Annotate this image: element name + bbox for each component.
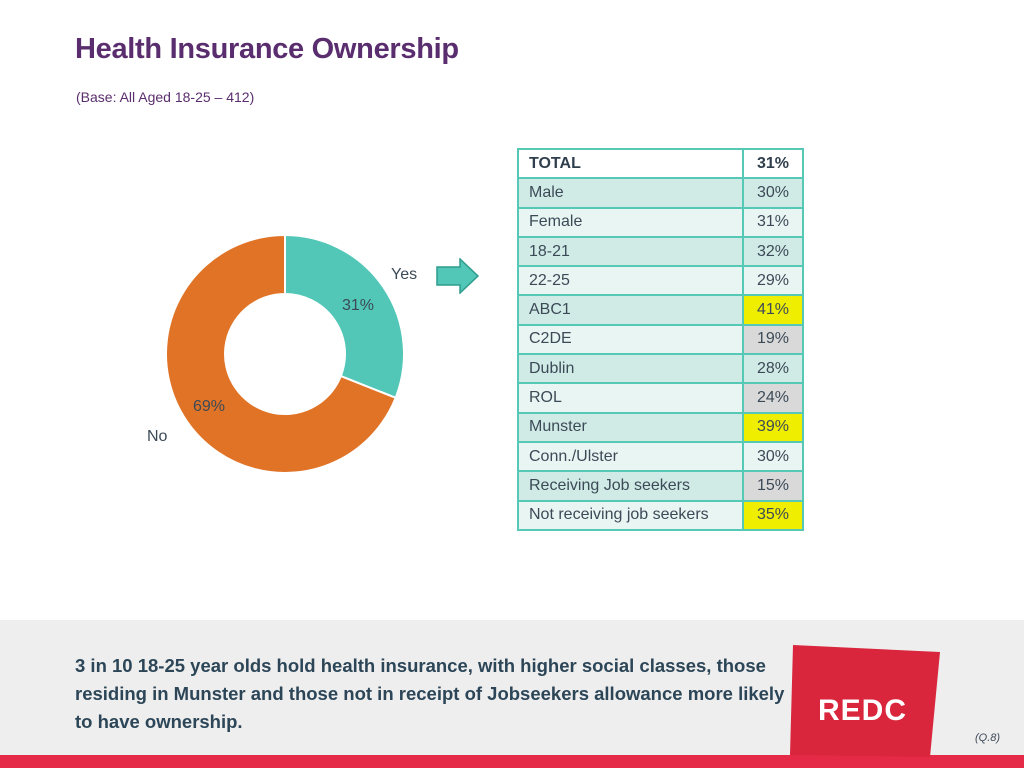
row-label: ROL (517, 382, 744, 414)
question-reference: (Q.8) (975, 732, 1001, 744)
row-label: Female (517, 206, 744, 238)
donut-chart: Yes No 31% 69% (147, 233, 417, 474)
row-value: 31% (742, 206, 804, 238)
table-row: Dublin 28% (517, 353, 804, 385)
donut-slice-yes (284, 233, 405, 400)
row-label: Not receiving job seekers (517, 499, 744, 531)
donut-slice-no (165, 233, 397, 474)
category-label-yes: Yes (391, 266, 417, 283)
table-row: Female 31% (517, 206, 804, 238)
table-row: 22-25 29% (517, 265, 804, 297)
row-value: 30% (742, 177, 804, 209)
row-value: 39% (742, 411, 804, 443)
row-value: 30% (742, 440, 804, 473)
donut-slices (165, 233, 405, 474)
row-value: 15% (742, 470, 804, 502)
row-label: Receiving Job seekers (517, 470, 744, 502)
row-label: Conn./Ulster (517, 440, 744, 473)
value-label-yes: 31% (342, 297, 374, 314)
row-label: ABC1 (517, 294, 744, 326)
row-value: 29% (742, 265, 804, 297)
category-label-no: No (147, 428, 168, 445)
table-row: Munster 39% (517, 411, 804, 443)
row-label: Munster (517, 411, 744, 443)
table-row: ABC1 41% (517, 294, 804, 326)
row-label: 18-21 (517, 235, 744, 268)
row-value: 32% (742, 235, 804, 268)
arrow-right-icon (436, 258, 480, 294)
row-label: 22-25 (517, 265, 744, 297)
logo-text: REDC (818, 694, 907, 727)
table-row: Not receiving job seekers 35% (517, 499, 804, 531)
row-value: 24% (742, 382, 804, 414)
table-row: 18-21 32% (517, 235, 804, 268)
row-value: 28% (742, 353, 804, 385)
value-label-no: 69% (193, 398, 225, 415)
table-row: Conn./Ulster 30% (517, 440, 804, 473)
row-label: C2DE (517, 323, 744, 356)
table-row: Receiving Job seekers 15% (517, 470, 804, 502)
summary-text: 3 in 10 18-25 year olds hold health insu… (75, 655, 785, 732)
row-label: Dublin (517, 353, 744, 385)
table-row: ROL 24% (517, 382, 804, 414)
row-value: 35% (742, 499, 804, 531)
row-value: 41% (742, 294, 804, 326)
base-note: (Base: All Aged 18-25 – 412) (76, 89, 255, 105)
breakdown-table: TOTAL 31% Male 30% Female 31% 18-21 32% 22-25 29%… (517, 147, 804, 531)
row-label: Male (517, 177, 744, 209)
page-title: Health Insurance Ownership (75, 33, 459, 65)
row-value: 31% (742, 147, 804, 180)
footer-stripe (0, 755, 1024, 768)
table-row: TOTAL 31% (517, 147, 804, 180)
row-label: TOTAL (517, 147, 744, 180)
table-row: C2DE 19% (517, 323, 804, 356)
table-row: Male 30% (517, 177, 804, 209)
redc-logo: REDC (790, 645, 940, 757)
row-value: 19% (742, 323, 804, 356)
